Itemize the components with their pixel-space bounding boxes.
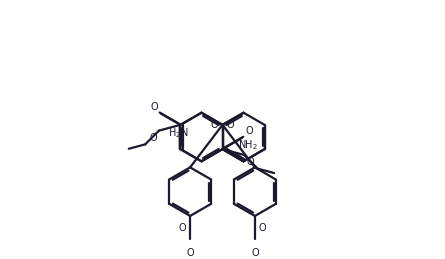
Text: O: O: [149, 133, 157, 143]
Text: O: O: [245, 126, 253, 136]
Text: O: O: [251, 248, 259, 258]
Text: O: O: [186, 248, 194, 258]
Text: O: O: [178, 223, 186, 233]
Text: NH$_2$: NH$_2$: [238, 139, 258, 152]
Text: O: O: [259, 223, 267, 233]
Text: H$_2$N: H$_2$N: [168, 126, 189, 140]
Text: O: O: [211, 120, 218, 130]
Text: O: O: [246, 157, 254, 167]
Text: O: O: [150, 102, 158, 112]
Text: O: O: [227, 120, 234, 130]
